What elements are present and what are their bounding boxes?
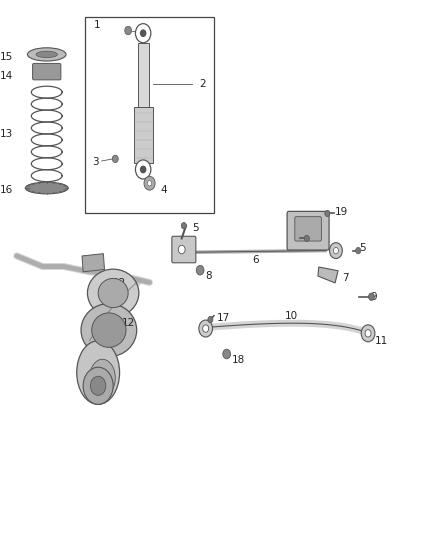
Text: 6: 6 [252,255,259,265]
Circle shape [178,245,185,254]
Text: 17: 17 [217,313,230,324]
Circle shape [325,211,330,216]
Circle shape [196,265,204,275]
Ellipse shape [98,278,128,308]
Ellipse shape [28,48,66,61]
Text: 13: 13 [0,129,13,139]
Text: 10: 10 [285,311,298,321]
Circle shape [181,222,187,229]
Circle shape [356,247,361,254]
Circle shape [199,320,212,337]
Text: 19: 19 [308,238,321,248]
Text: 7: 7 [343,273,349,283]
Ellipse shape [25,182,68,194]
Circle shape [333,247,339,254]
Circle shape [368,293,374,301]
Text: 4: 4 [160,184,167,195]
Circle shape [141,166,146,173]
Text: 18: 18 [232,355,245,365]
Text: 19: 19 [335,207,348,217]
Text: 1: 1 [94,20,100,30]
Text: 8: 8 [205,271,212,281]
FancyBboxPatch shape [32,63,61,80]
Circle shape [148,181,152,186]
Text: 3: 3 [92,157,99,166]
Circle shape [365,329,371,337]
Text: 9: 9 [370,292,377,302]
Circle shape [90,376,106,395]
Circle shape [144,176,155,190]
Circle shape [135,160,151,179]
Circle shape [223,349,230,359]
Circle shape [112,155,118,163]
Text: 11: 11 [374,336,388,346]
Text: 15: 15 [0,52,13,62]
Text: 14: 14 [0,70,13,80]
Circle shape [304,235,309,241]
Circle shape [125,26,131,35]
Circle shape [203,325,208,332]
Ellipse shape [77,341,120,405]
Ellipse shape [36,51,57,58]
Bar [138,43,149,108]
FancyBboxPatch shape [295,216,321,241]
Circle shape [361,325,375,342]
FancyBboxPatch shape [172,236,196,263]
Bar [134,108,152,163]
Circle shape [83,367,113,405]
Text: 16: 16 [0,184,13,195]
Ellipse shape [81,304,137,357]
Text: 12: 12 [122,318,135,328]
Text: 12: 12 [113,278,127,288]
Circle shape [141,30,146,36]
Text: 5: 5 [360,243,366,253]
FancyBboxPatch shape [287,212,329,250]
Ellipse shape [92,313,126,348]
Circle shape [208,317,213,322]
Circle shape [329,243,343,259]
Bar [82,254,105,272]
Text: 2: 2 [199,78,205,88]
Text: 5: 5 [192,223,199,233]
Ellipse shape [88,269,139,317]
Polygon shape [318,267,338,283]
Text: 20: 20 [304,222,317,232]
Ellipse shape [90,359,115,397]
Bar [85,17,214,214]
Circle shape [135,23,151,43]
